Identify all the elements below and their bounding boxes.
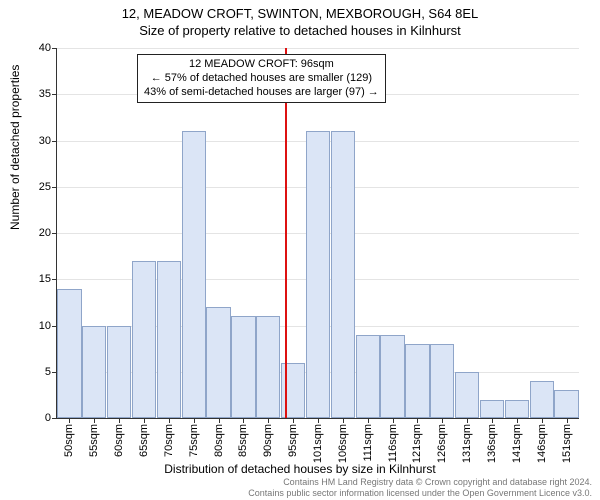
xtick-mark — [393, 418, 394, 423]
xtick-mark — [542, 418, 543, 423]
xtick-mark — [243, 418, 244, 423]
x-axis-label: Distribution of detached houses by size … — [0, 462, 600, 476]
bar — [231, 316, 255, 418]
ytick-label: 15 — [27, 273, 57, 285]
xtick-mark — [368, 418, 369, 423]
xtick-label: 106sqm — [337, 424, 349, 463]
xtick-label: 121sqm — [411, 424, 423, 463]
ytick-label: 20 — [27, 227, 57, 239]
bar — [331, 131, 355, 418]
ytick-label: 5 — [27, 366, 57, 378]
xtick-mark — [219, 418, 220, 423]
plot-area: 051015202530354050sqm55sqm60sqm65sqm70sq… — [56, 48, 579, 419]
xtick-label: 90sqm — [262, 424, 274, 457]
bar — [107, 326, 131, 419]
footer-line1: Contains HM Land Registry data © Crown c… — [248, 477, 592, 487]
xtick-label: 70sqm — [163, 424, 175, 457]
annotation-line3: 43% of semi-detached houses are larger (… — [144, 86, 379, 100]
bar — [455, 372, 479, 418]
ytick-label: 35 — [27, 88, 57, 100]
title-line2: Size of property relative to detached ho… — [0, 21, 600, 38]
xtick-label: 131sqm — [461, 424, 473, 463]
bar — [306, 131, 330, 418]
reference-line — [285, 48, 287, 418]
ytick-label: 30 — [27, 135, 57, 147]
xtick-mark — [492, 418, 493, 423]
xtick-mark — [343, 418, 344, 423]
annotation-line1: 12 MEADOW CROFT: 96sqm — [144, 58, 379, 72]
bar — [505, 400, 529, 419]
xtick-label: 85sqm — [237, 424, 249, 457]
ytick-label: 40 — [27, 42, 57, 54]
bar — [82, 326, 106, 419]
bar — [157, 261, 181, 418]
xtick-label: 95sqm — [287, 424, 299, 457]
xtick-mark — [467, 418, 468, 423]
xtick-mark — [417, 418, 418, 423]
xtick-label: 55sqm — [88, 424, 100, 457]
xtick-label: 60sqm — [113, 424, 125, 457]
xtick-label: 80sqm — [213, 424, 225, 457]
footer-attribution: Contains HM Land Registry data © Crown c… — [248, 477, 592, 498]
title-line1: 12, MEADOW CROFT, SWINTON, MEXBOROUGH, S… — [0, 0, 600, 21]
xtick-label: 101sqm — [312, 424, 324, 463]
bar — [380, 335, 404, 418]
xtick-label: 50sqm — [63, 424, 75, 457]
bar — [480, 400, 504, 419]
xtick-label: 136sqm — [486, 424, 498, 463]
xtick-mark — [144, 418, 145, 423]
bar — [182, 131, 206, 418]
xtick-mark — [268, 418, 269, 423]
xtick-label: 126sqm — [436, 424, 448, 463]
bar — [554, 390, 578, 418]
xtick-label: 65sqm — [138, 424, 150, 457]
xtick-mark — [169, 418, 170, 423]
footer-line2: Contains public sector information licen… — [248, 488, 592, 498]
y-axis-label: Number of detached properties — [8, 65, 22, 230]
xtick-mark — [567, 418, 568, 423]
annotation-line2: ← 57% of detached houses are smaller (12… — [144, 72, 379, 86]
bar — [256, 316, 280, 418]
annotation-box: 12 MEADOW CROFT: 96sqm ← 57% of detached… — [137, 54, 386, 103]
ytick-label: 25 — [27, 181, 57, 193]
bar — [405, 344, 429, 418]
xtick-label: 111sqm — [362, 424, 374, 462]
bar — [430, 344, 454, 418]
ytick-label: 10 — [27, 320, 57, 332]
xtick-mark — [119, 418, 120, 423]
xtick-mark — [517, 418, 518, 423]
ytick-label: 0 — [27, 412, 57, 424]
chart-container: 12, MEADOW CROFT, SWINTON, MEXBOROUGH, S… — [0, 0, 600, 500]
xtick-label: 116sqm — [387, 424, 399, 462]
xtick-mark — [293, 418, 294, 423]
xtick-label: 75sqm — [188, 424, 200, 457]
bar — [206, 307, 230, 418]
bar — [356, 335, 380, 418]
bar — [57, 289, 81, 419]
xtick-label: 146sqm — [536, 424, 548, 463]
xtick-mark — [94, 418, 95, 423]
xtick-mark — [318, 418, 319, 423]
xtick-label: 151sqm — [561, 424, 573, 463]
bar — [132, 261, 156, 418]
xtick-mark — [194, 418, 195, 423]
bar — [530, 381, 554, 418]
xtick-mark — [69, 418, 70, 423]
xtick-mark — [442, 418, 443, 423]
xtick-label: 141sqm — [511, 424, 523, 463]
gridline — [57, 48, 579, 49]
